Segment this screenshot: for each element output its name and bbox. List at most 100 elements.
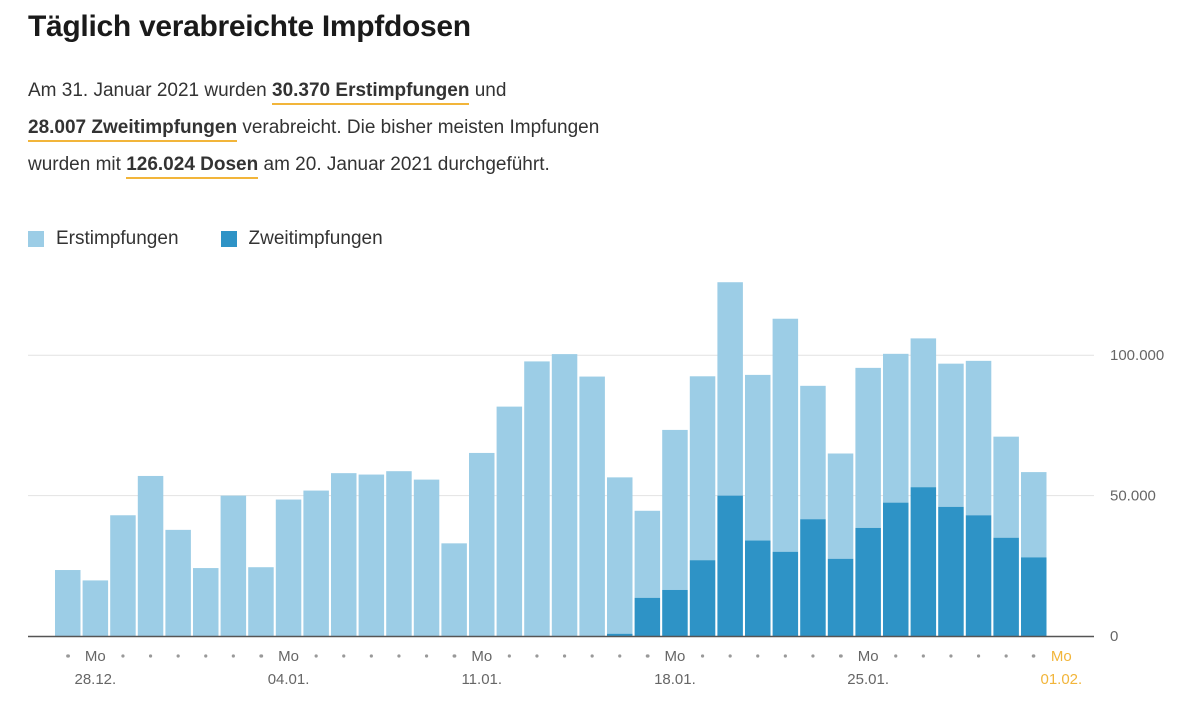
bar-erstimpfungen xyxy=(662,429,688,590)
x-tick-dot xyxy=(756,654,760,658)
legend-label-erstimpfungen: Erstimpfungen xyxy=(56,228,179,249)
x-tick-weekday: Mo xyxy=(665,648,686,665)
x-tick-dot xyxy=(562,654,567,658)
bar-erstimpfungen xyxy=(827,453,854,559)
bar-erstimpfungen xyxy=(717,282,743,496)
bar-zweitimpfungen xyxy=(938,506,964,636)
bar-erstimpfungen xyxy=(910,338,937,488)
x-tick-dot xyxy=(204,654,208,658)
bar-erstimpfungen xyxy=(55,570,81,636)
x-tick-dot xyxy=(507,654,511,658)
bar-zweitimpfungen xyxy=(883,502,909,636)
bar-erstimpfungen xyxy=(220,495,247,636)
bar-erstimpfungen xyxy=(386,471,412,636)
bar-erstimpfungen xyxy=(800,385,826,520)
x-tick-weekday: Mo xyxy=(85,648,106,665)
x-tick-date: 18.01. xyxy=(654,671,696,688)
highlight-max-dosen: 126.024 Dosen xyxy=(126,154,259,179)
bar-zweitimpfungen xyxy=(965,515,992,636)
bar-erstimpfungen xyxy=(965,360,992,516)
bar-zweitimpfungen xyxy=(717,495,743,636)
x-tick-weekday: Mo xyxy=(858,648,879,665)
x-tick-date: 01.02. xyxy=(1040,671,1082,688)
x-tick-dot xyxy=(646,654,650,658)
x-tick-dot xyxy=(148,654,153,658)
bar-zweitimpfungen xyxy=(689,560,716,636)
bar-erstimpfungen xyxy=(110,515,136,636)
x-tick-dot xyxy=(811,654,815,658)
x-tick-weekday: Mo xyxy=(278,648,299,665)
legend-label-zweitimpfungen: Zweitimpfungen xyxy=(248,228,383,249)
x-tick-dot xyxy=(921,654,925,658)
x-tick-dot xyxy=(949,654,953,658)
summary-line-3: wurden mit 126.024 Dosen am 20. Januar 2… xyxy=(28,146,728,183)
chart-title: Täglich verabreichte Impfdosen xyxy=(28,10,471,43)
bar-erstimpfungen xyxy=(745,374,771,541)
bar-zweitimpfungen xyxy=(910,487,937,636)
bar-zweitimpfungen xyxy=(662,589,688,636)
bar-erstimpfungen xyxy=(165,529,191,636)
bar-erstimpfungen xyxy=(579,376,605,636)
x-tick-dot xyxy=(424,654,429,658)
bar-erstimpfungen xyxy=(993,436,1019,538)
bar-erstimpfungen xyxy=(524,361,550,636)
bar-zweitimpfungen xyxy=(607,633,633,636)
bar-erstimpfungen xyxy=(441,543,467,636)
bar-erstimpfungen xyxy=(855,367,881,528)
x-tick-weekday: Mo xyxy=(1051,648,1072,665)
bar-erstimpfungen xyxy=(469,452,495,636)
x-tick-weekday: Mo xyxy=(471,648,492,665)
x-tick-dot xyxy=(259,654,264,658)
y-tick-label: 50.000 xyxy=(1110,488,1156,505)
bar-erstimpfungen xyxy=(358,474,385,636)
highlight-zweitimpfungen: 28.007 Zweitimpfungen xyxy=(28,117,238,142)
bar-erstimpfungen xyxy=(193,568,219,636)
x-tick-date: 04.01. xyxy=(268,671,310,688)
highlight-erstimpfungen: 30.370 Erstimpfungen xyxy=(272,80,470,105)
bar-erstimpfungen xyxy=(1021,472,1047,558)
bar-erstimpfungen xyxy=(689,376,716,561)
bar-erstimpfungen xyxy=(938,363,964,507)
x-tick-dot xyxy=(618,654,622,658)
summary-text-part: verabreicht. Die bisher meisten Impfunge… xyxy=(237,117,600,138)
bar-erstimpfungen xyxy=(607,477,633,634)
bar-erstimpfungen xyxy=(883,353,909,503)
summary-text: Am 31. Januar 2021 wurden 30.370 Erstimp… xyxy=(28,72,728,183)
bar-erstimpfungen xyxy=(331,473,357,636)
legend-item-zweitimpfungen[interactable]: Zweitimpfungen xyxy=(220,228,383,250)
bar-erstimpfungen xyxy=(248,567,274,636)
x-tick-dot xyxy=(783,654,787,658)
legend-swatch-zweitimpfungen xyxy=(220,231,237,247)
x-tick-dot xyxy=(839,654,843,658)
x-tick-dot xyxy=(176,654,180,658)
bar-erstimpfungen xyxy=(275,499,302,636)
x-tick-date: 11.01. xyxy=(461,671,502,688)
bar-zweitimpfungen xyxy=(772,551,799,636)
x-tick-dot xyxy=(700,654,705,658)
bar-erstimpfungen xyxy=(634,510,661,598)
x-tick-dot xyxy=(1004,654,1008,658)
x-tick-date: 25.01. xyxy=(847,671,889,688)
x-tick-dot xyxy=(314,654,318,658)
bar-zweitimpfungen xyxy=(993,537,1019,636)
bar-zweitimpfungen xyxy=(1021,557,1047,636)
x-tick-dot xyxy=(66,654,70,658)
bar-erstimpfungen xyxy=(137,475,164,636)
x-tick-dot xyxy=(231,654,235,658)
legend-item-erstimpfungen[interactable]: Erstimpfungen xyxy=(28,228,179,250)
x-tick-dot xyxy=(590,654,594,658)
x-tick-date: 28.12. xyxy=(74,671,116,688)
summary-text-part: am 20. Januar 2021 durchgeführt. xyxy=(258,154,550,175)
summary-line-2: 28.007 Zweitimpfungen verabreicht. Die b… xyxy=(28,109,728,146)
bar-zweitimpfungen xyxy=(634,597,661,636)
bar-erstimpfungen xyxy=(551,354,578,636)
chart-legend: Erstimpfungen Zweitimpfungen xyxy=(28,228,383,250)
x-tick-dot xyxy=(453,654,457,658)
bar-erstimpfungen xyxy=(303,490,329,636)
bar-erstimpfungen xyxy=(413,479,440,636)
bar-zweitimpfungen xyxy=(827,558,854,636)
x-tick-dot xyxy=(369,654,373,658)
y-tick-label: 0 xyxy=(1110,628,1118,645)
bar-zweitimpfungen xyxy=(800,519,826,636)
